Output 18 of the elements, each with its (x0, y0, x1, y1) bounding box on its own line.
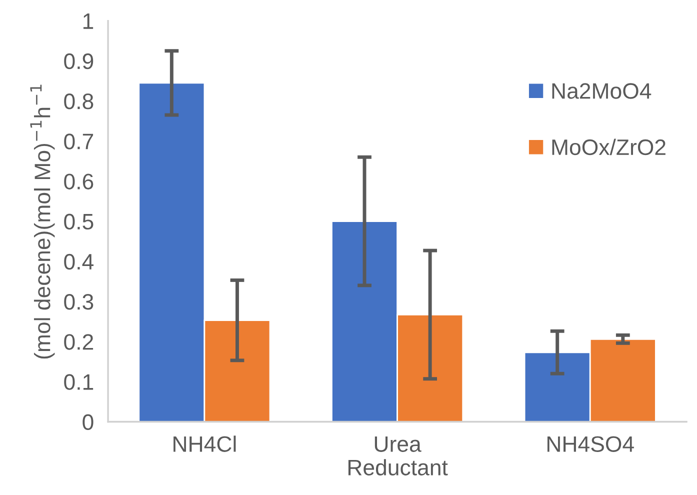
y-tick-label: 0.4 (64, 254, 94, 270)
y-tick-label: 1 (83, 14, 94, 29)
x-axis-title: Reductant (348, 459, 448, 476)
legend-label: Na2MoO4 (552, 83, 652, 99)
y-tick-label: 0.5 (64, 214, 94, 230)
legend-label: MoOx/ZrO2 (552, 138, 666, 156)
y-tick-label: 0.7 (64, 134, 94, 150)
y-tick-label: 0.3 (64, 294, 94, 310)
y-tick-label: 0.2 (64, 334, 94, 350)
y-tick-label: 0.9 (64, 53, 94, 70)
y-tick-label: 0 (82, 414, 94, 430)
y-tick-label: 0.1 (64, 374, 94, 390)
x-tick-label: NH4SO4 (547, 436, 634, 452)
y-axis-title: (mol decene)(mol Mo)$^{−1}$h$^{−1}$ (30, 84, 55, 359)
x-tick-label: Urea (374, 436, 422, 452)
x-tick-label: NH4Cl (174, 436, 236, 452)
y-tick-label: 0.6 (64, 174, 94, 190)
y-tick-label: 0.8 (64, 94, 94, 110)
